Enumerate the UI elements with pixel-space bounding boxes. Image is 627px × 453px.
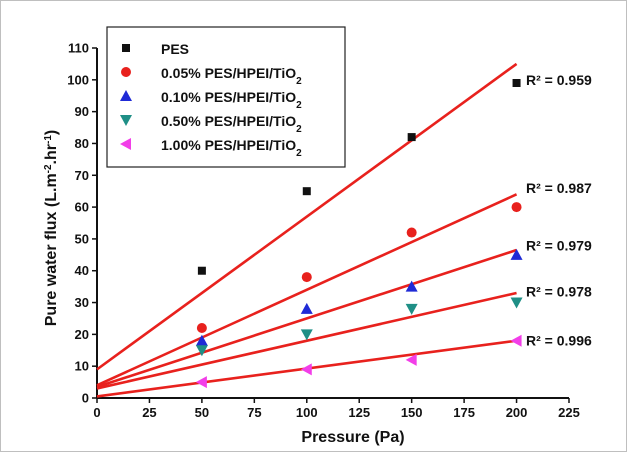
y-tick-label: 80	[75, 136, 89, 151]
r2-label-4: R² = 0.996	[526, 333, 592, 349]
legend-subscript: 2	[296, 76, 302, 87]
data-point-s1-2	[406, 227, 417, 238]
data-point-s3-2	[405, 303, 418, 315]
data-point-s3-3	[510, 297, 523, 309]
fit-line-2	[96, 248, 517, 389]
legend-subscript: 2	[296, 100, 302, 111]
y-tick-label: 50	[75, 231, 89, 246]
data-point-s0-0	[197, 266, 206, 275]
legend-marker-2	[120, 90, 132, 101]
data-point-s0-2	[407, 133, 416, 142]
y-tick-label: 10	[75, 359, 89, 374]
y-tick-label: 0	[82, 391, 89, 406]
data-point-s3-0	[195, 345, 208, 357]
y-label-superscript: -1	[43, 135, 54, 144]
data-point-s1-3	[511, 202, 522, 213]
legend-box	[106, 26, 346, 168]
r2-labels: R² = 0.959 R² = 0.987 R² = 0.979 R² = 0.978…	[526, 72, 592, 349]
data-point-s2-2	[405, 280, 418, 292]
x-tick-label: 25	[142, 405, 156, 420]
data-points	[195, 79, 523, 389]
y-label-part: .hr	[43, 144, 60, 164]
data-point-s4-1	[300, 363, 312, 376]
y-label-part: )	[43, 130, 60, 135]
y-tick-label: 60	[75, 200, 89, 215]
legend-text: 0.05% PES/HPEI/TiO	[161, 65, 296, 81]
axes: 0 25 50 75 100 125 150 175 200 225 0 10 20 30 40 50 60 70…	[67, 41, 580, 421]
fit-line-1	[96, 193, 518, 387]
legend-marker-3	[120, 115, 132, 126]
y-axis-label: Pure water flux (L.m-2.hr-1)	[43, 130, 61, 327]
y-tick-label: 110	[68, 41, 89, 56]
data-point-s0-1	[302, 187, 311, 196]
x-tick-label: 100	[296, 405, 318, 420]
legend-marker-0	[122, 44, 130, 52]
legend-label-4: 1.00% PES/HPEI/TiO2	[161, 137, 302, 159]
y-tick-label: 40	[75, 263, 89, 278]
legend-text: 0.10% PES/HPEI/TiO	[161, 89, 296, 105]
fit-lines	[96, 62, 518, 398]
data-point-s0-3	[512, 79, 521, 87]
legend-subscript: 2	[296, 124, 302, 135]
fit-line-3	[96, 291, 517, 390]
legend-subscript: 2	[296, 148, 302, 159]
fit-line-0	[96, 62, 518, 371]
data-point-s4-2	[405, 353, 417, 366]
x-tick-label: 125	[348, 405, 370, 420]
y-label-part: Pure water flux (L.m	[43, 173, 60, 326]
data-point-s2-3	[510, 248, 523, 260]
data-point-s1-0	[196, 323, 207, 333]
data-point-s4-0	[195, 376, 207, 389]
x-tick-label: 0	[93, 405, 100, 420]
legend-text: PES	[161, 41, 189, 57]
x-tick-label: 175	[453, 405, 475, 420]
r2-label-2: R² = 0.979	[526, 237, 592, 253]
legend-label-2: 0.10% PES/HPEI/TiO2	[161, 89, 302, 111]
data-point-s4-3	[510, 334, 522, 347]
x-tick-label: 225	[558, 405, 580, 420]
r2-label-0: R² = 0.959	[526, 72, 592, 88]
legend-text: 0.50% PES/HPEI/TiO	[161, 113, 296, 129]
data-point-s3-1	[300, 329, 313, 341]
legend-marker-4	[120, 138, 131, 150]
x-tick-label: 200	[506, 405, 528, 420]
x-tick-label: 50	[195, 405, 209, 420]
data-point-s2-0	[195, 334, 208, 346]
y-tick-label: 30	[75, 295, 89, 310]
r2-label-1: R² = 0.987	[526, 180, 592, 196]
legend-text: 1.00% PES/HPEI/TiO	[161, 137, 296, 153]
data-point-s1-1	[301, 272, 312, 283]
y-tick-label: 20	[75, 327, 89, 342]
data-point-s2-1	[300, 302, 313, 314]
y-tick-label: 70	[75, 168, 89, 183]
legend-label-0: PES	[161, 41, 189, 57]
legend-label-3: 0.50% PES/HPEI/TiO2	[161, 113, 302, 135]
y-label-superscript: -2	[43, 164, 54, 173]
x-tick-label: 150	[401, 405, 423, 420]
r2-label-3: R² = 0.978	[526, 283, 592, 299]
legend-marker-1	[121, 67, 131, 77]
legend-label-1: 0.05% PES/HPEI/TiO2	[161, 65, 302, 87]
x-axis-label: Pressure (Pa)	[301, 429, 404, 446]
x-tick-label: 75	[247, 405, 261, 420]
y-tick-label: 100	[67, 72, 89, 87]
y-tick-label: 90	[75, 104, 89, 119]
